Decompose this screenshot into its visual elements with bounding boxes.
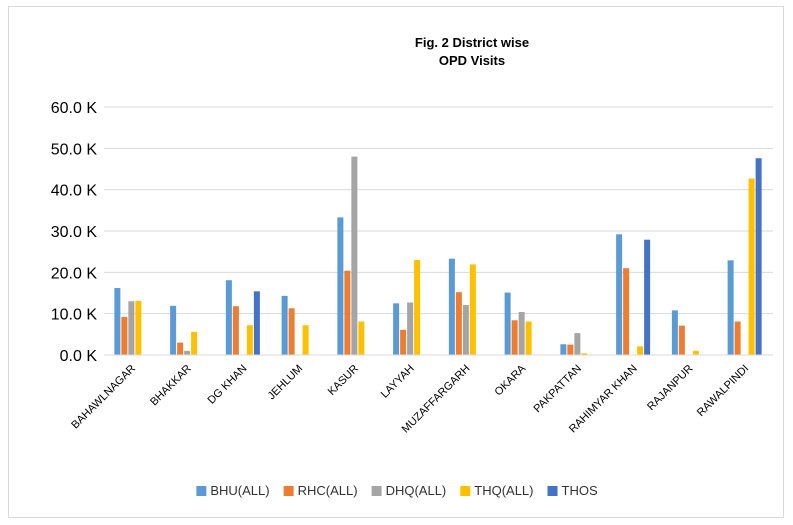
legend-swatch (460, 486, 471, 496)
bar (232, 306, 239, 355)
y-tick-label: 60.0 K (51, 100, 98, 117)
bar (121, 316, 128, 355)
x-tick-label: OKARA (493, 362, 529, 398)
x-tick-label: PAKPATTAN (532, 363, 584, 415)
bar (177, 342, 184, 355)
bars (114, 156, 762, 355)
bar (616, 234, 623, 355)
bar (734, 321, 741, 355)
bar-chart: Fig. 2 District wise OPD Visits 0.0 K 10.… (51, 35, 773, 498)
bar (288, 308, 295, 355)
bar (225, 280, 232, 355)
y-tick-label: 0.0 K (60, 348, 98, 365)
bar (671, 310, 678, 355)
bar (755, 158, 762, 355)
legend-label: THOS (562, 483, 598, 498)
bar (678, 325, 685, 355)
bar (414, 259, 421, 355)
legend-item: BHU(ALL) (196, 483, 270, 498)
y-tick-label: 10.0 K (51, 307, 98, 324)
bar (574, 333, 581, 355)
legend-item: DHQ(ALL) (371, 483, 447, 498)
bar (191, 331, 198, 355)
legend: BHU(ALL) RHC(ALL) DHQ(ALL) THQ(ALL) THOS (196, 483, 598, 498)
y-tick-label: 30.0 K (51, 224, 98, 241)
legend-label: BHU(ALL) (210, 483, 269, 498)
legend-item: THOS (547, 483, 598, 498)
legend-swatch (547, 486, 558, 496)
bar (393, 303, 400, 355)
bar (525, 321, 532, 355)
bar (114, 288, 121, 355)
bar (727, 260, 734, 355)
legend-item: THQ(ALL) (460, 483, 534, 498)
bar (581, 353, 588, 355)
bar (567, 344, 574, 355)
bar (184, 350, 191, 355)
bar (281, 295, 288, 355)
y-tick-label: 20.0 K (51, 265, 98, 282)
bar (302, 325, 309, 355)
chart-title-line-1: Fig. 2 District wise (415, 35, 529, 50)
bar (748, 178, 755, 355)
x-tick-label: RAWALPINDI (695, 363, 751, 419)
x-tick-label: BAHAWLNAGAR (69, 363, 138, 432)
x-tick-label: DG KHAN (206, 363, 250, 407)
bar (135, 300, 142, 355)
bar (351, 156, 358, 355)
bar (518, 312, 525, 355)
legend-label: THQ(ALL) (474, 483, 533, 498)
bar (462, 304, 469, 355)
x-tick-label: BHAKKAR (148, 363, 194, 409)
bar (170, 305, 177, 355)
bar (504, 292, 511, 355)
x-axis-ticks: BAHAWLNAGAR BHAKKAR DG KHAN JEHLUM KASUR LAYY… (69, 362, 751, 435)
chart-title: Fig. 2 District wise OPD Visits (415, 35, 529, 68)
bar (407, 302, 414, 355)
bar (692, 350, 699, 355)
gridlines (104, 106, 773, 315)
bar (246, 325, 253, 355)
bar (253, 291, 260, 355)
x-tick-label: RAJANPUR (645, 363, 695, 413)
x-tick-label: LAYYAH (379, 363, 417, 401)
y-tick-label: 40.0 K (51, 183, 98, 200)
legend-swatch (371, 486, 382, 496)
bar (560, 344, 567, 355)
legend-item: RHC(ALL) (283, 483, 358, 498)
bar (448, 258, 455, 355)
x-tick-label: KASUR (326, 363, 361, 398)
bar (344, 270, 351, 355)
bar (637, 346, 644, 355)
bar (400, 329, 407, 355)
legend-label: RHC(ALL) (298, 483, 358, 498)
chart-area: Fig. 2 District wise OPD Visits 0.0 K 10.… (8, 6, 784, 518)
y-tick-label: 50.0 K (51, 141, 98, 158)
legend-swatch (283, 486, 294, 496)
bar (623, 268, 630, 355)
y-axis-ticks: 0.0 K 10.0 K 20.0 K 30.0 K 40.0 K 50.0 K 60.0 … (51, 100, 98, 365)
chart-title-line-2: OPD Visits (439, 53, 505, 68)
bar (455, 292, 462, 355)
legend-label: DHQ(ALL) (386, 483, 447, 498)
x-tick-label: JEHLUM (266, 363, 306, 403)
bar (337, 217, 344, 355)
bar (358, 321, 365, 355)
bar (644, 239, 651, 355)
bar (469, 264, 476, 355)
legend-swatch (196, 486, 207, 496)
bar (128, 301, 135, 355)
bar (511, 320, 518, 355)
